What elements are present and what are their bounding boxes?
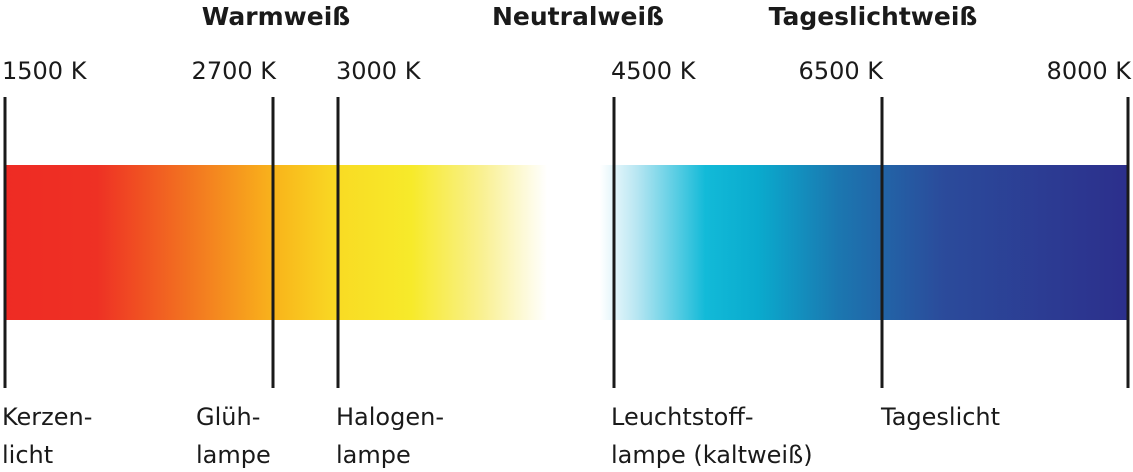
temperature-label: 6500 K [799, 57, 885, 85]
lamp-label: lampe [196, 441, 271, 469]
lamp-label: Leuchtstoff- [611, 403, 754, 431]
temperature-label: 3000 K [336, 57, 422, 85]
lamp-label: Kerzen- [2, 403, 92, 431]
temperature-label: 1500 K [2, 57, 88, 85]
lamp-label: Glüh- [196, 403, 260, 431]
temperature-label: 4500 K [611, 57, 697, 85]
heading: Tageslichtweiß [769, 2, 978, 31]
lamp-label: lampe (kaltweiß) [611, 441, 813, 469]
warm-gradient-bar [5, 165, 547, 320]
lamp-label: Tageslicht [880, 403, 1000, 431]
temperature-label: 8000 K [1047, 57, 1133, 85]
lamp-label: lampe [336, 441, 411, 469]
heading: Warmweiß [202, 2, 351, 31]
lamp-label: licht [2, 441, 53, 469]
cool-gradient-bar [600, 165, 1128, 320]
heading: Neutralweiß [492, 2, 664, 31]
temperature-label: 2700 K [192, 57, 278, 85]
lamp-label: Halogen- [336, 403, 444, 431]
